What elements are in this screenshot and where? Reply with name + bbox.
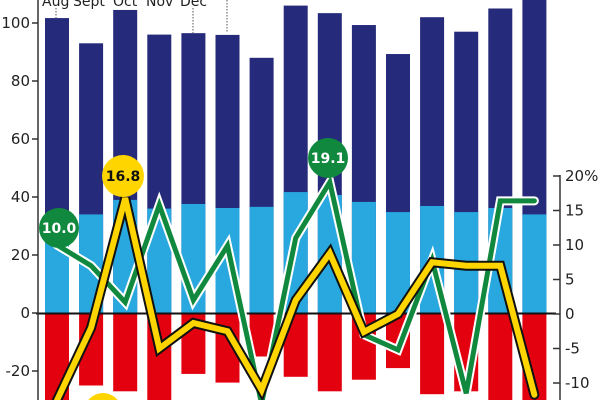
bar-negative	[113, 313, 138, 392]
left-tick-label: 20	[11, 246, 30, 264]
bar-negative	[488, 313, 513, 400]
left-tick-label: 100	[1, 14, 30, 32]
right-tick-label: 0	[565, 305, 575, 323]
badge-green-10-circle	[39, 208, 79, 248]
right-tick-label: 20%	[565, 167, 598, 185]
month-label: Oct	[113, 0, 138, 10]
badge-yellow-16-8: 16.8	[106, 169, 141, 185]
badge-yellow-partial	[88, 393, 118, 400]
line-series	[52, 170, 540, 400]
month-label: Sept	[73, 0, 105, 10]
badge-green-19-1-circle	[308, 138, 348, 178]
bar-lower-segment	[522, 214, 547, 313]
right-tick-label: -10	[565, 374, 590, 392]
badge-yellow-16-8-circle	[102, 155, 144, 197]
month-label: Nov	[146, 0, 173, 10]
bar-negative	[317, 313, 342, 392]
right-axis: 20% 15 10 5 0 -5 -10	[553, 167, 598, 400]
value-badges: 10.0 16.8 19.1	[39, 138, 348, 400]
bar-negative	[420, 313, 445, 395]
right-tick-label: 15	[565, 202, 584, 220]
left-axis: 100 80 60 40 20 0 -20	[1, 0, 39, 400]
right-tick-label: 5	[565, 271, 575, 289]
month-header: Aug Sept Oct Nov Dec	[42, 0, 228, 33]
right-tick-label: -5	[565, 340, 580, 358]
month-label: Dec	[180, 0, 207, 10]
bar-lower-segment	[249, 206, 274, 313]
badge-green-10: 10.0	[42, 221, 77, 237]
left-tick-label: 0	[20, 304, 30, 322]
left-tick-label: 40	[11, 188, 30, 206]
right-tick-label: 10	[565, 236, 584, 254]
left-tick-label: 80	[11, 72, 30, 90]
badge-green-19-1: 19.1	[311, 151, 346, 167]
yellow-line	[54, 197, 538, 400]
month-label: Aug	[42, 0, 69, 10]
left-tick-label: 60	[11, 130, 30, 148]
left-tick-label: -20	[6, 362, 31, 380]
